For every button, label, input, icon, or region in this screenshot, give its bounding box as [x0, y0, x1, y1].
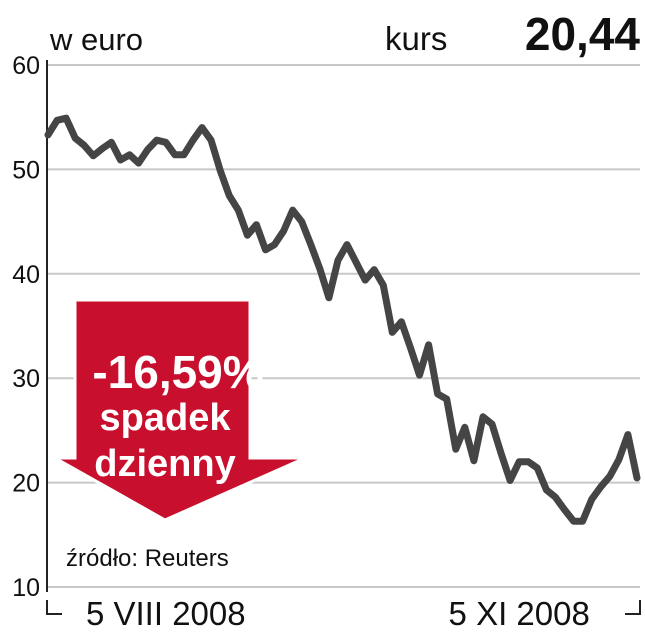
- badge-arrow: [49, 298, 306, 522]
- y-tick-label: 60: [12, 52, 40, 80]
- price-line: [44, 114, 641, 525]
- y-tick-label: 10: [12, 574, 40, 602]
- x-axis-bracket: [46, 600, 641, 615]
- badge-text: spadek: [100, 397, 232, 439]
- y-tick-label: 40: [12, 261, 40, 289]
- y-tick-label: 30: [12, 365, 40, 393]
- price-value: 20,44: [525, 8, 641, 60]
- y-tick-label: 50: [12, 156, 40, 184]
- x-tick-label: 5 VIII 2008: [86, 595, 246, 632]
- change-badge: -16,59% spadek dzienny: [49, 298, 306, 522]
- badge-text: dzienny: [94, 443, 235, 485]
- y-tick-label: 20: [12, 470, 40, 498]
- plot: [44, 114, 641, 525]
- y-axis-unit: w euro: [49, 22, 143, 57]
- price-label: kurs: [385, 20, 447, 57]
- badge-change: -16,59%: [92, 346, 263, 398]
- source-note: źródło: Reuters: [66, 545, 229, 572]
- x-tick-label: 5 XI 2008: [449, 595, 590, 632]
